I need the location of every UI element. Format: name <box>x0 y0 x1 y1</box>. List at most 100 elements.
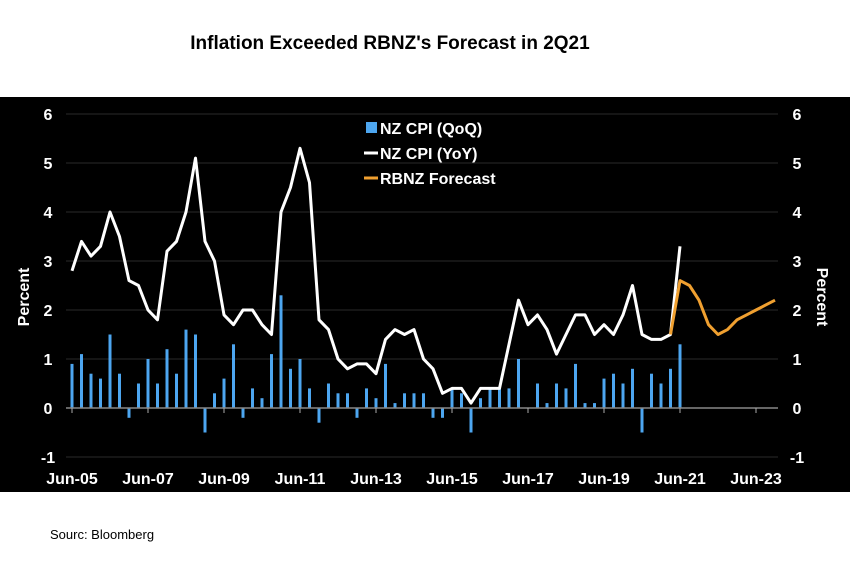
bar-qoq <box>156 383 159 408</box>
y-tick-label-left: 4 <box>44 205 53 222</box>
bar-qoq <box>137 383 140 408</box>
bar-qoq <box>545 403 549 408</box>
bar-qoq <box>384 363 387 408</box>
bar-qoq <box>621 383 625 408</box>
y-axis-label-left: Percent <box>16 267 33 326</box>
bar-qoq <box>564 388 568 408</box>
bar-qoq <box>669 368 672 408</box>
bar-qoq <box>213 393 216 408</box>
x-tick-label: Jun-17 <box>502 471 554 488</box>
bar-qoq <box>317 408 321 423</box>
bar-qoq <box>70 363 74 408</box>
bar-qoq <box>631 368 634 408</box>
bar-qoq <box>583 403 587 408</box>
bar-qoq <box>175 373 178 408</box>
legend-label: NZ CPI (YoY) <box>380 146 477 163</box>
source-note: Sourc: Bloomberg <box>50 527 155 542</box>
bar-qoq <box>222 378 226 408</box>
bar-qoq <box>602 378 606 408</box>
bar-qoq <box>422 393 425 408</box>
y-tick-label-right: 3 <box>793 254 802 271</box>
bar-qoq <box>184 329 188 408</box>
bar-qoq <box>441 408 444 418</box>
bar-qoq <box>89 373 93 408</box>
bar-qoq <box>431 408 435 418</box>
bar-qoq <box>374 398 378 408</box>
y-tick-label-left: 6 <box>44 107 53 124</box>
bar-qoq <box>260 398 264 408</box>
bar-qoq <box>498 388 501 408</box>
bar-qoq <box>327 383 330 408</box>
y-tick-label-left: -1 <box>41 450 55 467</box>
chart-title: Inflation Exceeded RBNZ's Forecast in 2Q… <box>190 33 590 54</box>
bar-qoq <box>659 383 663 408</box>
line-yoy <box>70 146 682 405</box>
y-tick-label-right: -1 <box>790 450 804 467</box>
bar-qoq <box>593 403 596 408</box>
bar-qoq <box>251 388 254 408</box>
bar-qoq <box>298 359 302 408</box>
chart-svg: -1 -1 0 0 1 1 2 2 3 3 4 4 5 5 6 6 Percent Percent Jun-05 Ju… <box>16 107 830 488</box>
y-tick-label-left: 2 <box>44 303 53 320</box>
y-tick-label-left: 1 <box>44 352 53 369</box>
bar-qoq <box>232 344 235 408</box>
bar-qoq <box>640 408 644 433</box>
y-tick-label-right: 0 <box>793 401 802 418</box>
bar-qoq <box>346 393 349 408</box>
x-tick-label: Jun-05 <box>46 471 98 488</box>
bar-qoq <box>650 373 653 408</box>
y-tick-label-right: 5 <box>793 156 802 173</box>
bar-qoq <box>99 378 102 408</box>
bar-qoq <box>469 408 473 433</box>
bar-qoq <box>678 344 682 408</box>
bar-qoq <box>165 349 169 408</box>
bar-qoq <box>336 393 340 408</box>
bar-qoq <box>270 354 273 408</box>
x-tick-label: Jun-13 <box>350 471 402 488</box>
bar-qoq <box>517 359 520 408</box>
line-rbnz-forecast <box>669 279 776 336</box>
bar-qoq <box>574 363 577 408</box>
bar-qoq <box>393 403 397 408</box>
bar-qoq <box>460 393 463 408</box>
y-tick-label-left: 0 <box>44 401 53 418</box>
x-tick-label: Jun-09 <box>198 471 250 488</box>
bar-qoq <box>355 408 359 418</box>
y-tick-label-left: 5 <box>44 156 53 173</box>
bar-qoq <box>118 373 121 408</box>
y-tick-label-left: 3 <box>44 254 53 271</box>
bar-qoq <box>80 354 83 408</box>
bar-qoq <box>146 359 150 408</box>
bar-qoq <box>403 393 406 408</box>
bar-qoq <box>203 408 207 433</box>
x-tick-label: Jun-07 <box>122 471 174 488</box>
x-tick-label: Jun-21 <box>654 471 706 488</box>
y-tick-label-right: 6 <box>793 107 802 124</box>
bar-qoq <box>612 373 615 408</box>
bar-qoq <box>536 383 539 408</box>
bar-qoq <box>507 388 511 408</box>
x-tick-label: Jun-15 <box>426 471 478 488</box>
y-axis-label-right: Percent <box>813 268 830 327</box>
bar-qoq <box>279 295 283 408</box>
x-tick-label: Jun-23 <box>730 471 782 488</box>
bar-qoq <box>412 393 416 408</box>
chart-panel: -1 -1 0 0 1 1 2 2 3 3 4 4 5 5 6 6 Percent Percent Jun-05 Ju… <box>0 97 850 492</box>
x-tick-label: Jun-19 <box>578 471 630 488</box>
bar-qoq <box>555 383 558 408</box>
y-tick-label-right: 1 <box>793 352 802 369</box>
y-tick-label-right: 2 <box>793 303 802 320</box>
bar-qoq <box>488 388 492 408</box>
bar-qoq <box>127 408 131 418</box>
legend-label: NZ CPI (QoQ) <box>380 121 482 138</box>
bar-qoq <box>365 388 368 408</box>
x-tick-label: Jun-11 <box>275 471 326 488</box>
bar-qoq <box>194 334 197 408</box>
bar-qoq <box>308 388 311 408</box>
legend-swatch <box>366 122 377 133</box>
bar-qoq <box>479 398 482 408</box>
bar-qoq <box>241 408 245 418</box>
bar-qoq <box>289 368 292 408</box>
bar-qoq <box>108 334 112 408</box>
bar-qoq <box>450 388 454 408</box>
